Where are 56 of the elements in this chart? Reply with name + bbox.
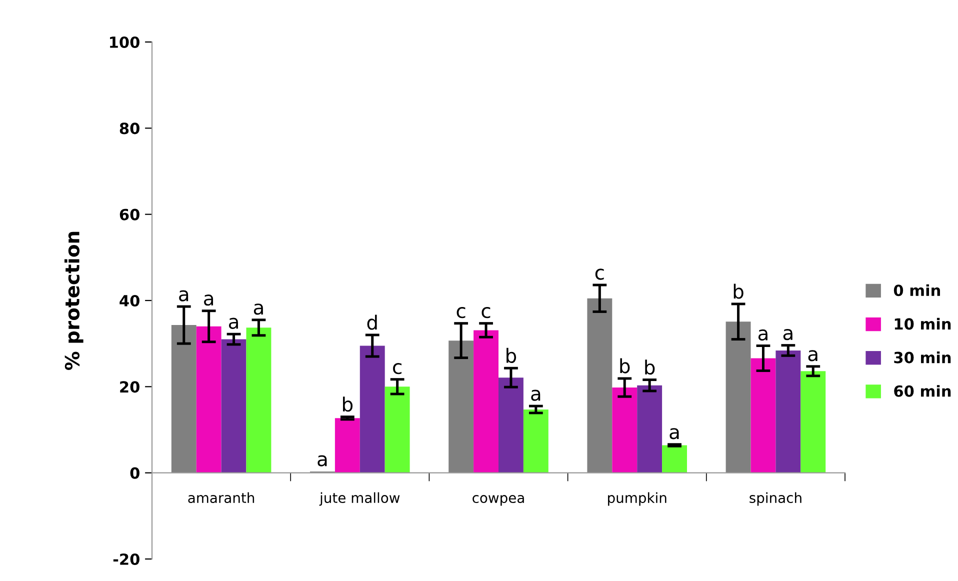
data-label: a xyxy=(228,318,238,329)
bar xyxy=(360,346,385,473)
bar xyxy=(523,410,548,473)
data-label: d xyxy=(367,314,377,330)
legend-label: 30 min xyxy=(894,351,951,364)
y-tick-label: 20 xyxy=(120,381,140,393)
data-label: c xyxy=(393,363,402,374)
data-label: b xyxy=(734,284,744,299)
bar xyxy=(726,322,751,473)
data-label: a xyxy=(808,350,818,362)
bar xyxy=(221,339,246,473)
data-label: a xyxy=(758,329,768,341)
y-axis-title: % protection xyxy=(64,232,84,370)
legend-label: 0 min xyxy=(894,284,940,296)
data-label: b xyxy=(645,360,655,375)
bar xyxy=(384,386,410,473)
data-label: a xyxy=(531,390,540,401)
bar xyxy=(196,326,222,473)
bar xyxy=(474,330,498,473)
y-tick-label: 0 xyxy=(130,467,140,479)
legend-label: 60 min xyxy=(894,385,951,397)
bar xyxy=(750,358,776,473)
data-label: a xyxy=(254,304,263,315)
y-tick-label: -20 xyxy=(113,553,140,566)
x-tick-label: pumpkin xyxy=(608,492,666,506)
x-tick-label: jute mallow xyxy=(319,492,400,506)
bar xyxy=(587,298,612,473)
data-label: a xyxy=(318,455,327,466)
y-tick-label: 40 xyxy=(120,294,140,307)
bar xyxy=(800,371,826,473)
data-label: a xyxy=(179,290,188,302)
bar xyxy=(334,418,360,473)
bar xyxy=(662,445,687,473)
data-label: b xyxy=(343,396,353,412)
data-label: c xyxy=(595,268,604,280)
data-label: c xyxy=(482,307,490,318)
bar xyxy=(637,385,662,473)
x-tick-label: spinach xyxy=(750,492,802,506)
x-tick-label: amaranth xyxy=(188,492,254,504)
x-tick-label: cowpea xyxy=(472,495,524,506)
data-label: a xyxy=(670,428,679,440)
y-tick-label: 60 xyxy=(120,208,140,220)
bar xyxy=(612,388,638,473)
y-tick-label: 80 xyxy=(120,122,140,134)
data-label: a xyxy=(204,294,214,306)
data-label: c xyxy=(456,307,466,318)
data-label: b xyxy=(620,358,630,374)
bar xyxy=(171,325,196,473)
bar xyxy=(448,340,474,473)
bar xyxy=(498,378,524,473)
bar xyxy=(246,328,272,473)
data-label: a xyxy=(783,328,792,340)
data-label: b xyxy=(506,348,516,363)
legend-label: 10 min xyxy=(894,318,951,330)
y-tick-label: 100 xyxy=(110,36,140,48)
bar xyxy=(776,350,801,473)
